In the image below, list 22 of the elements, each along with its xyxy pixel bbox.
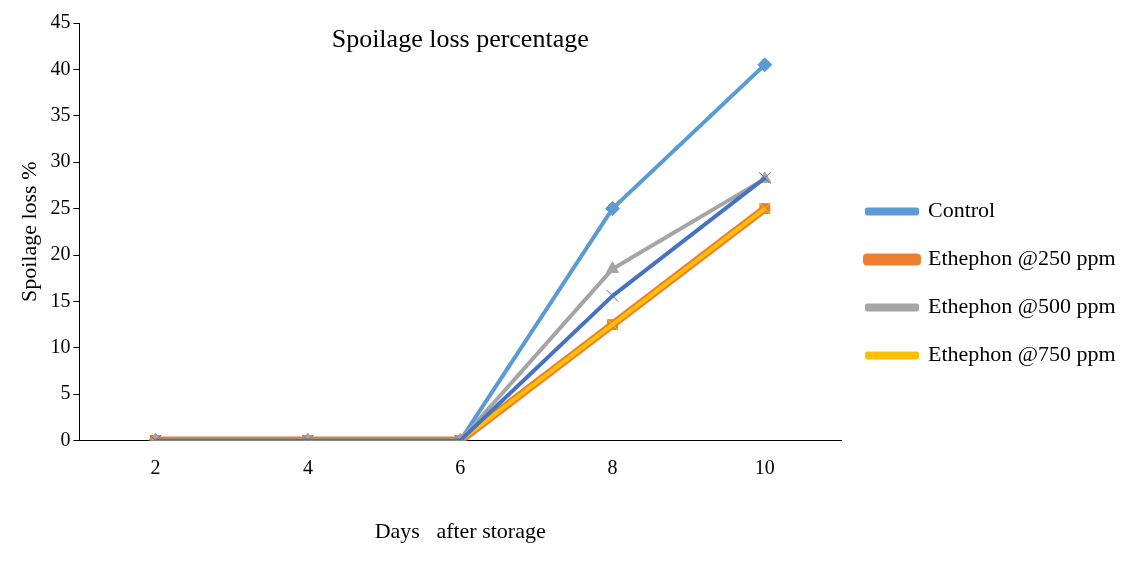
legend-label: Control xyxy=(928,197,996,223)
x-axis-title: Days after storage xyxy=(374,517,546,543)
y-tick-label: 30 xyxy=(50,149,71,172)
y-tick-label: 20 xyxy=(50,242,71,265)
x-tick-label: 6 xyxy=(455,455,466,478)
legend-label: Ethephon @750 ppm xyxy=(928,341,1116,367)
y-tick-label: 0 xyxy=(60,427,71,450)
y-tick-label: 15 xyxy=(50,288,71,311)
legend-label: Ethephon @250 ppm xyxy=(928,245,1116,271)
y-tick-label: 25 xyxy=(50,195,71,218)
x-tick-label: 2 xyxy=(150,455,161,478)
y-tick-label: 5 xyxy=(60,381,71,404)
legend-label: Ethephon @500 ppm xyxy=(928,293,1116,319)
y-axis-title: Spoilage loss % xyxy=(15,161,41,303)
y-tick-label: 45 xyxy=(50,10,71,33)
chart-title: Spoilage loss percentage xyxy=(331,23,589,53)
x-tick-label: 8 xyxy=(607,455,618,478)
y-tick-label: 10 xyxy=(50,335,71,358)
x-tick-label: 10 xyxy=(754,455,775,478)
x-tick-label: 4 xyxy=(302,455,313,478)
y-tick-label: 35 xyxy=(50,103,71,126)
y-tick-label: 40 xyxy=(50,56,71,79)
